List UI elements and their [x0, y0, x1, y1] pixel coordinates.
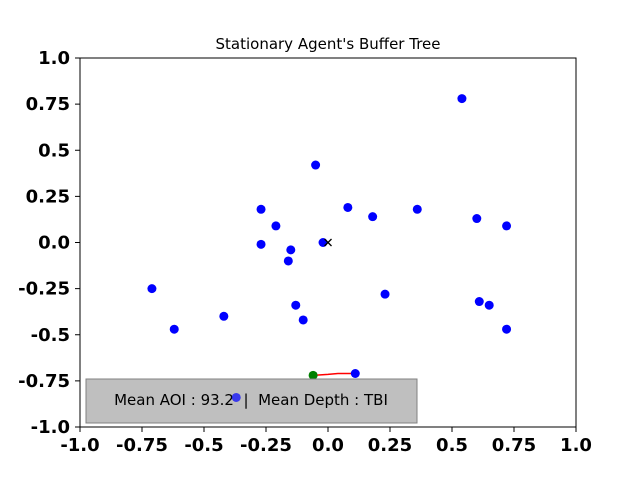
data-point [472, 214, 482, 224]
data-point [219, 311, 229, 321]
points-layer [147, 94, 512, 402]
y-tick-label: -1.0 [31, 417, 70, 438]
data-point [484, 300, 494, 310]
agent-marker [324, 238, 332, 247]
data-point [502, 221, 512, 231]
data-point [256, 239, 266, 249]
data-point [368, 212, 378, 222]
y-tick-label: 1.0 [38, 48, 70, 69]
y-tick-label: -0.25 [18, 279, 70, 300]
data-point [256, 204, 266, 214]
trail-line [313, 372, 356, 377]
y-axis: -1.0 -0.75 -0.5 -0.25 0.0 0.25 0.5 0.75 1.0 [18, 48, 80, 438]
data-point [298, 315, 308, 325]
y-tick-label: 0.5 [38, 140, 70, 161]
x-tick-label: 0.75 [492, 435, 536, 456]
x-tick-label: -0.5 [184, 435, 223, 456]
data-point [283, 256, 293, 266]
data-point [474, 297, 484, 307]
info-box-text: Mean AOI : 93.2 | Mean Depth : TBI [114, 391, 388, 409]
trail-layer [313, 372, 356, 377]
y-tick-label: -0.75 [18, 371, 70, 392]
y-tick-label: 0.75 [26, 94, 70, 115]
x-tick-label: -0.25 [240, 435, 292, 456]
data-point [318, 238, 328, 247]
data-point [308, 370, 318, 380]
data-point [350, 368, 360, 378]
data-point [147, 284, 157, 294]
y-tick-label: 0.25 [26, 186, 70, 207]
agent-marker-stroke [324, 238, 332, 247]
data-point [169, 324, 179, 334]
info-box-background [85, 378, 418, 424]
x-tick-label: 0.25 [368, 435, 412, 456]
data-point [343, 202, 353, 212]
x-tick-label: -1.0 [60, 435, 99, 456]
data-point [311, 160, 321, 170]
data-point [502, 324, 512, 334]
x-tick-label: -0.75 [116, 435, 168, 456]
info-box: Mean AOI : 93.2 | Mean Depth : TBI [85, 378, 418, 424]
data-point [380, 289, 390, 299]
data-point [271, 221, 281, 231]
data-point [291, 300, 301, 310]
data-point [457, 94, 467, 104]
data-point-overlay [231, 392, 241, 402]
x-tick-label: 1.0 [560, 435, 592, 456]
y-tick-label: -0.5 [31, 325, 70, 346]
data-point [412, 204, 422, 214]
data-point [286, 245, 296, 255]
y-tick-label: 0.0 [38, 233, 70, 254]
x-tick-label: 0.5 [436, 435, 468, 456]
chart-title: Stationary Agent's Buffer Tree [216, 35, 441, 53]
x-tick-label: 0.0 [312, 435, 344, 456]
x-axis: -1.0 -0.75 -0.5 -0.25 0.0 0.25 0.5 0.75 1.0 [60, 427, 592, 456]
overlay-points-layer [231, 392, 241, 402]
